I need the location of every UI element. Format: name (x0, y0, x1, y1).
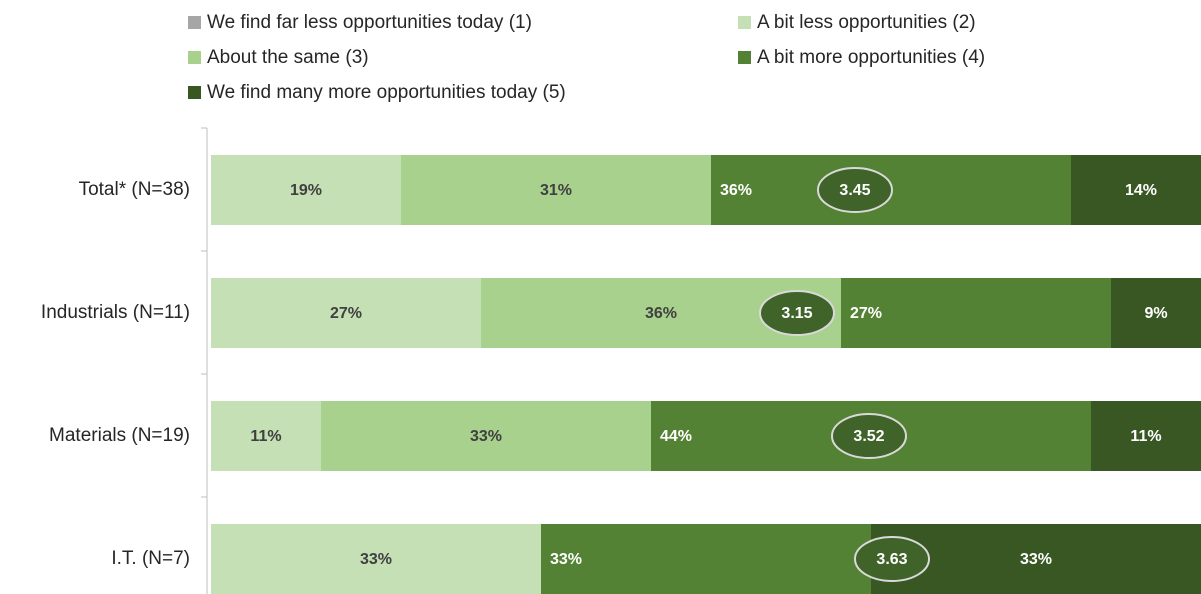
data-label: 14% (1125, 182, 1157, 199)
legend-swatch (188, 86, 201, 99)
bar-segment (211, 524, 541, 594)
data-label: 19% (290, 182, 322, 199)
mean-oval (817, 167, 893, 213)
bar-segment (211, 155, 401, 225)
mean-label: 3.45 (839, 182, 870, 199)
legend-label: We find far less opportunities today (1) (207, 12, 532, 33)
data-label: 33% (1020, 551, 1052, 568)
data-label: 31% (540, 182, 572, 199)
bar-segment (841, 278, 1111, 348)
bar-segment (541, 524, 871, 594)
legend-swatch (188, 51, 201, 64)
data-label: 9% (1144, 305, 1167, 322)
bar-segment (1091, 401, 1201, 471)
data-label: 36% (720, 182, 752, 199)
category-label: Industrials (N=11) (41, 302, 190, 323)
category-label: Materials (N=19) (49, 425, 190, 446)
data-label: 27% (850, 305, 882, 322)
data-label: 33% (360, 551, 392, 568)
mean-oval (854, 536, 930, 582)
legend-label: A bit less opportunities (2) (757, 12, 976, 33)
mean-label: 3.63 (876, 551, 907, 568)
bar-segment (1111, 278, 1201, 348)
mean-oval (831, 413, 907, 459)
data-label: 11% (1130, 428, 1161, 445)
legend-label: A bit more opportunities (4) (757, 47, 985, 68)
mean-label: 3.15 (781, 305, 812, 322)
data-label: 44% (660, 428, 692, 445)
legend-swatch (188, 16, 201, 29)
category-label: Total* (N=38) (79, 179, 190, 200)
bar-segment (211, 278, 481, 348)
mean-label: 3.52 (853, 428, 884, 445)
bar-segment (401, 155, 711, 225)
data-label: 27% (330, 305, 362, 322)
data-label: 11% (250, 428, 281, 445)
legend-swatch (738, 16, 751, 29)
data-label: 33% (470, 428, 502, 445)
data-label: 36% (645, 305, 677, 322)
legend-swatch (738, 51, 751, 64)
bar-segment (211, 401, 321, 471)
category-label: I.T. (N=7) (111, 548, 190, 569)
bar-segment (1071, 155, 1201, 225)
mean-oval (759, 290, 835, 336)
legend-label: We find many more opportunities today (5… (207, 82, 566, 103)
data-label: 33% (550, 551, 582, 568)
bar-segment (321, 401, 651, 471)
legend-label: About the same (3) (207, 47, 369, 68)
